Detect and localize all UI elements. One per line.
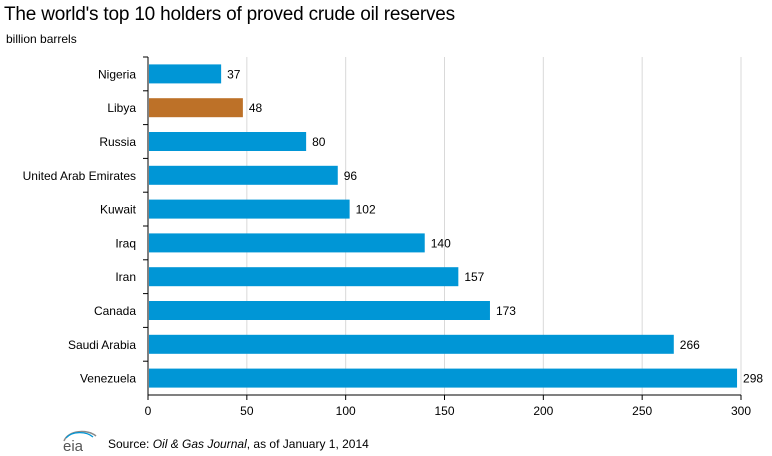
value-label: 48 <box>249 101 263 115</box>
bar <box>149 165 338 185</box>
value-label: 102 <box>356 203 376 217</box>
category-label: Kuwait <box>100 203 137 217</box>
value-label: 140 <box>431 236 451 250</box>
bar-chart: Nigeria Libya Russia United Arab Emirates Ku… <box>23 56 763 418</box>
bar <box>149 301 490 320</box>
value-label: 96 <box>344 169 358 183</box>
x-tick-label: 150 <box>434 404 454 418</box>
category-labels: Nigeria Libya Russia United Arab Emirates Ku… <box>23 67 137 385</box>
x-tick-label: 0 <box>145 404 152 418</box>
source-suffix: , as of January 1, 2014 <box>246 437 369 451</box>
category-label: Nigeria <box>98 67 136 81</box>
chart-title: The world's top 10 holders of proved cru… <box>4 4 455 25</box>
bar <box>149 98 243 118</box>
bar <box>149 199 350 219</box>
category-label: Iran <box>115 270 136 284</box>
source-prefix: Source: <box>108 437 153 451</box>
category-label: Saudi Arabia <box>68 338 136 352</box>
category-label: Canada <box>94 304 136 318</box>
category-label: United Arab Emirates <box>23 169 136 183</box>
eia-logo-icon: eia <box>63 430 97 454</box>
bar <box>149 267 459 287</box>
x-tick-label: 200 <box>533 404 553 418</box>
category-label: Libya <box>107 101 136 115</box>
value-label: 173 <box>496 304 516 318</box>
x-tick-label: 100 <box>336 404 356 418</box>
value-label: 80 <box>312 135 326 149</box>
value-label: 157 <box>464 270 484 284</box>
bar <box>149 64 222 84</box>
bar <box>149 233 425 253</box>
footer: eia Source: Oil & Gas Journal, as of Jan… <box>60 430 760 454</box>
x-tick-label: 300 <box>731 404 751 418</box>
value-labels: 37 48 80 96 102 140 157 173 266 298 <box>227 67 763 385</box>
unit-label: billion barrels <box>6 32 77 46</box>
source-note: Source: Oil & Gas Journal, as of January… <box>108 437 369 451</box>
eia-logo-text: eia <box>63 438 84 454</box>
category-label: Venezuela <box>80 372 136 386</box>
bars <box>149 64 738 388</box>
x-axis: 0 50 100 150 200 250 300 <box>143 56 751 418</box>
bar <box>149 334 674 354</box>
x-tick-label: 50 <box>240 404 254 418</box>
x-tick-label: 250 <box>632 404 652 418</box>
category-label: Iraq <box>115 236 136 250</box>
source-title: Oil & Gas Journal <box>152 437 247 451</box>
bar <box>149 368 738 388</box>
value-label: 37 <box>227 67 241 81</box>
value-label: 298 <box>743 372 763 386</box>
value-label: 266 <box>680 338 700 352</box>
bar <box>149 132 307 151</box>
category-label: Russia <box>99 135 136 149</box>
